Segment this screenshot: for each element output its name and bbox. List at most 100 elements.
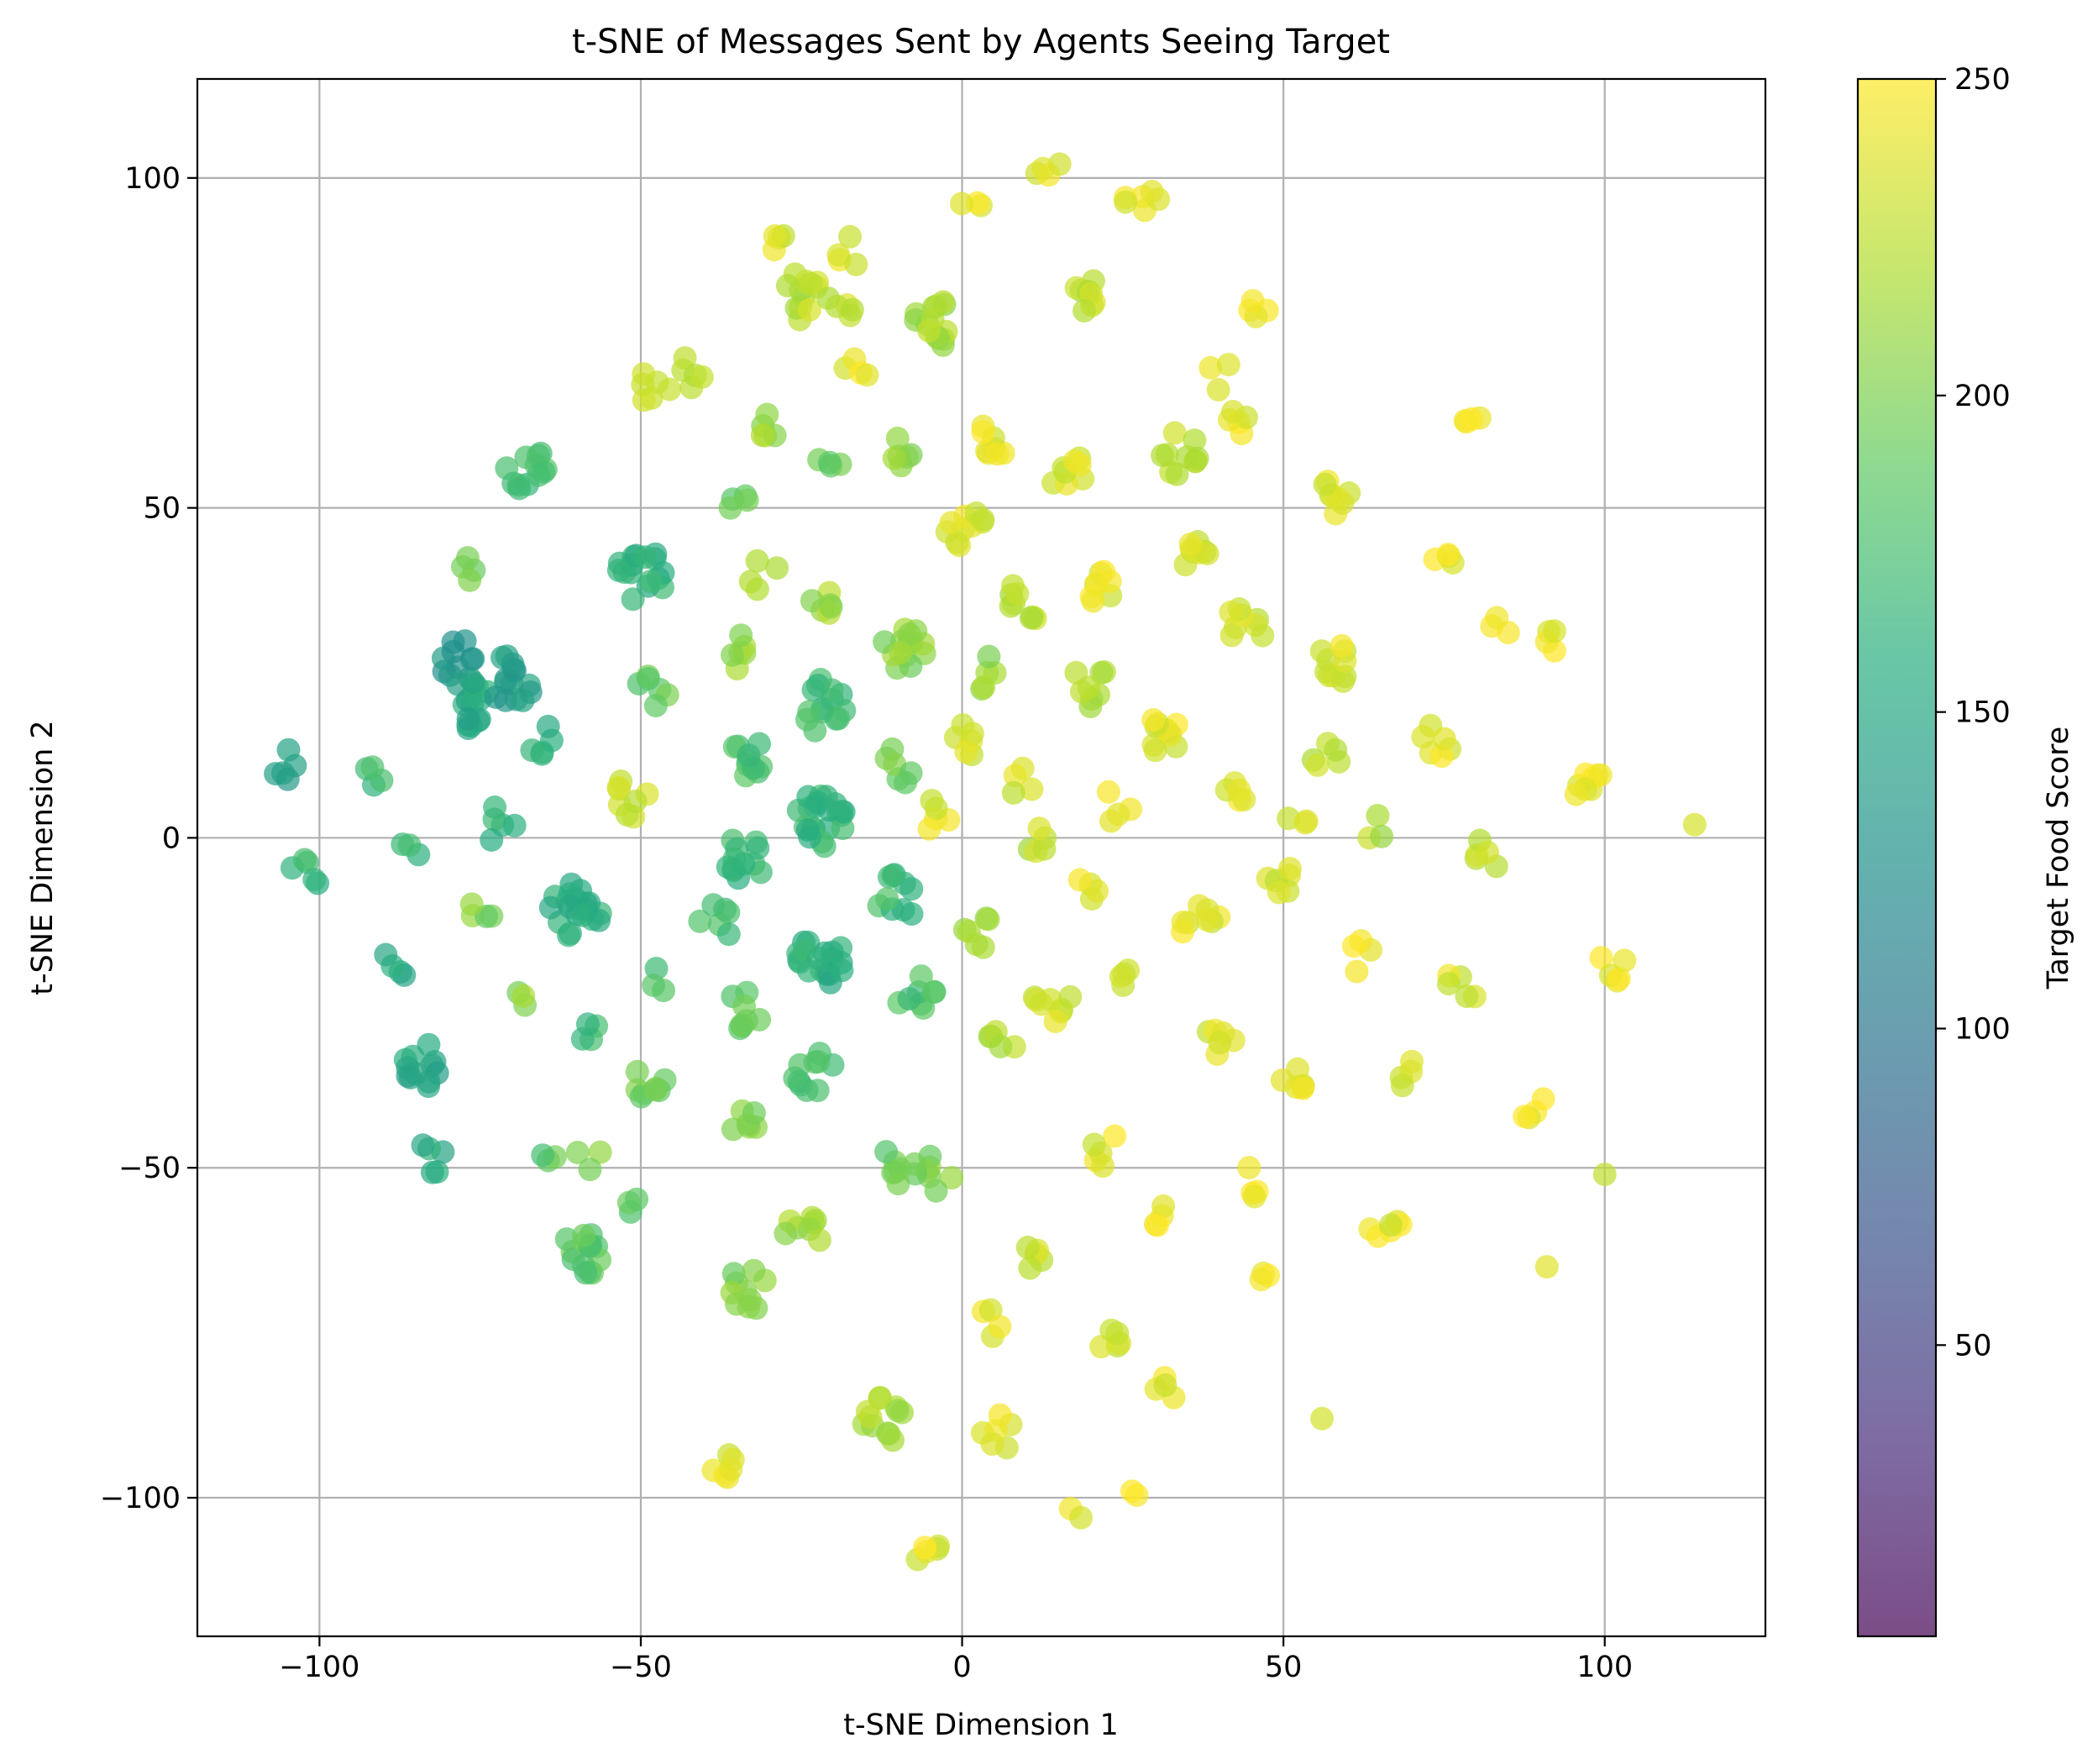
scatter-point — [701, 893, 726, 917]
scatter-point — [606, 775, 631, 800]
scatter-point — [1242, 1184, 1267, 1209]
scatter-point — [1077, 675, 1101, 700]
scatter-point — [1607, 967, 1631, 991]
scatter-point — [1251, 623, 1275, 648]
x-tick-label: 100 — [1576, 1651, 1633, 1684]
scatter-point — [1277, 857, 1302, 881]
scatter-point — [643, 1078, 668, 1102]
colorbar-ticks: 50 100 150 200 250 — [1936, 63, 2011, 1362]
scatter-point — [1058, 984, 1083, 1009]
scatter-point — [800, 589, 824, 613]
scatter-point — [1324, 738, 1348, 762]
scatter-point — [1165, 462, 1189, 486]
scatter-point — [1286, 1057, 1309, 1081]
scatter-point — [690, 365, 714, 389]
scatter-point — [557, 923, 580, 948]
grid-lines — [197, 79, 1765, 1636]
scatter-point — [1109, 964, 1133, 989]
scatter-point — [954, 740, 978, 764]
scatter-point — [1067, 868, 1092, 892]
scatter-point — [417, 1074, 441, 1099]
x-tick-label: −50 — [610, 1651, 672, 1684]
scatter-point — [746, 836, 770, 860]
colorbar — [1856, 77, 1938, 1638]
scatter-point — [1103, 1124, 1127, 1148]
scatter-point — [913, 1536, 937, 1560]
scatter-point — [798, 825, 822, 849]
scatter-point — [456, 707, 480, 731]
scatter-point — [724, 1292, 748, 1316]
scatter-point — [858, 1404, 883, 1429]
scatter-point — [957, 920, 981, 943]
scatter-point — [796, 785, 821, 809]
scatter-point — [1455, 984, 1479, 1009]
scatter-point — [1082, 1132, 1106, 1157]
scatter-point — [900, 877, 924, 901]
scatter-point — [483, 795, 507, 819]
scatter-point — [511, 688, 535, 712]
scatter-point — [1120, 1479, 1144, 1504]
scatter-point — [917, 318, 941, 343]
scatter-point — [1001, 780, 1025, 805]
scatter-point — [1020, 777, 1044, 801]
scatter-point — [1062, 449, 1087, 473]
scatter-point — [1534, 1255, 1559, 1279]
scatter-point — [875, 887, 900, 911]
scatter-point — [889, 640, 912, 664]
y-axis-label: t-SNE Dimension 2 — [26, 720, 60, 995]
scatter-point — [725, 837, 749, 861]
scatter-point — [1429, 744, 1454, 769]
scatter-point — [1151, 444, 1175, 468]
scatter-point — [1240, 289, 1265, 313]
scatter-point — [1198, 355, 1223, 380]
scatter-point — [1309, 639, 1334, 664]
scatter-point — [730, 1013, 754, 1037]
scatter-point — [1310, 1406, 1334, 1431]
scatter-point — [1208, 1031, 1232, 1055]
scatter-point — [514, 445, 538, 470]
scatter-point — [742, 1258, 766, 1283]
scatter-point — [606, 559, 631, 582]
scatter-point — [1221, 400, 1245, 423]
scatter-point — [1171, 910, 1195, 934]
scatter-point — [411, 1133, 435, 1158]
scatter-point — [1216, 353, 1240, 377]
scatter-point — [1024, 988, 1048, 1012]
scatter-point — [886, 1172, 910, 1196]
scatter-point — [1096, 780, 1120, 804]
colorbar-tick-label: 100 — [1954, 1012, 2011, 1046]
scatter-point — [844, 252, 868, 276]
scatter-point — [882, 446, 906, 470]
scatter-point — [921, 980, 946, 1004]
scatter-point — [977, 644, 1001, 669]
scatter-point — [823, 792, 847, 816]
scatter-point — [1345, 959, 1369, 984]
scatter-point — [985, 442, 1010, 466]
scatter-point — [972, 675, 996, 700]
scatter-point — [897, 987, 921, 1011]
scatter-point — [633, 545, 658, 570]
scatter-point — [417, 1032, 441, 1057]
colorbar-tick-label: 150 — [1954, 696, 2011, 730]
scatter-point — [621, 587, 645, 612]
scatter-point — [1032, 837, 1057, 861]
scatter-point — [964, 501, 989, 525]
scatter-point — [1018, 1256, 1042, 1280]
scatter-point — [1313, 472, 1337, 496]
x-tick-label: −100 — [279, 1651, 359, 1684]
scatter-point — [484, 685, 508, 709]
scatter-point — [1370, 824, 1394, 848]
x-tick-label: 0 — [952, 1651, 971, 1684]
scatter-point — [801, 678, 826, 702]
scatter-point — [1305, 753, 1330, 777]
scatter-point — [1613, 948, 1637, 973]
scatter-point — [1027, 816, 1052, 841]
colorbar-tick-label: 250 — [1954, 63, 2011, 97]
scatter-point — [1195, 908, 1219, 932]
x-axis-label: t-SNE Dimension 1 — [843, 1709, 1118, 1742]
scatter-point — [1267, 880, 1291, 905]
scatter-point — [795, 707, 819, 732]
scatter-point — [874, 1140, 899, 1164]
scatter-point — [1436, 543, 1461, 567]
scatter-point — [571, 1253, 595, 1278]
